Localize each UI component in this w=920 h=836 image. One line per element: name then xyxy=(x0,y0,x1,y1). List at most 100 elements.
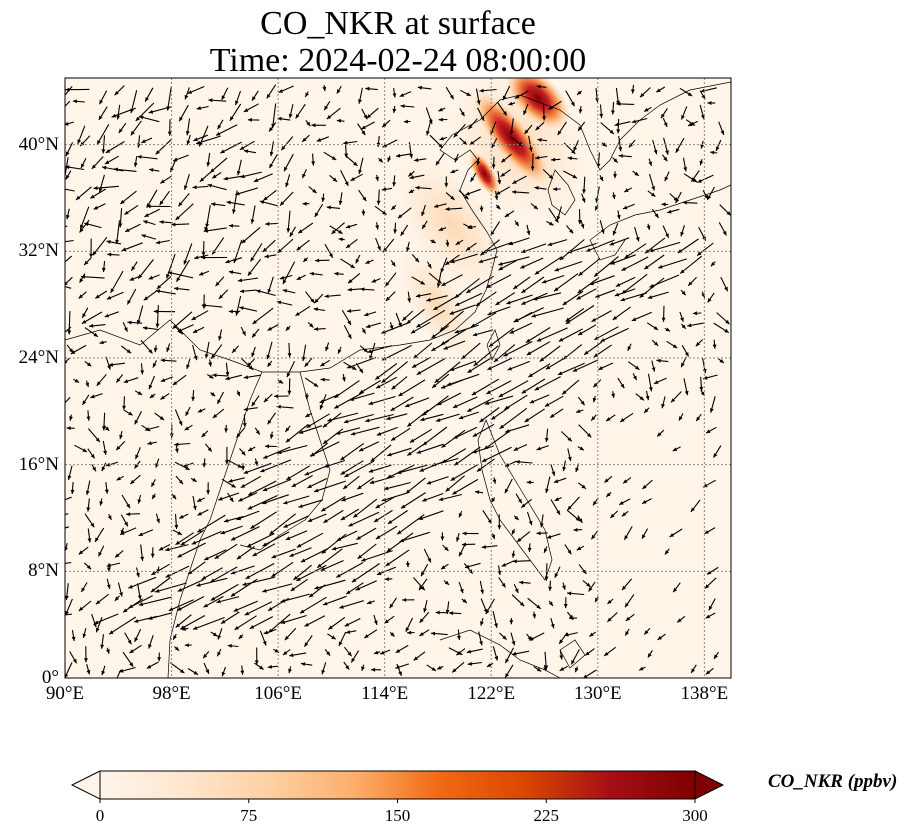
wind-arrow-head xyxy=(580,400,585,406)
wind-arrow-head xyxy=(178,479,183,485)
wind-arrow-head xyxy=(653,341,659,346)
wind-arrow-head xyxy=(221,619,226,624)
wind-arrow-shaft xyxy=(679,255,703,274)
wind-arrow-head xyxy=(512,651,517,656)
wind-arrow-head xyxy=(418,585,423,591)
wind-arrow-head xyxy=(95,600,101,605)
co-plume-core xyxy=(472,90,550,186)
wind-arrow-head xyxy=(347,651,352,657)
wind-arrow-shaft xyxy=(267,613,291,634)
wind-arrow-shaft xyxy=(367,345,393,353)
wind-arrow-shaft xyxy=(400,492,426,509)
wind-arrow-head xyxy=(472,432,478,437)
wind-arrow-head xyxy=(144,213,149,217)
wind-arrow-head xyxy=(82,448,87,452)
wind-arrow-shaft xyxy=(513,307,544,323)
wind-arrow-head xyxy=(687,92,693,96)
wind-arrow-head xyxy=(501,158,506,163)
wind-arrow-head xyxy=(322,423,328,428)
wind-arrow-head xyxy=(580,223,585,229)
wind-arrow-head xyxy=(332,177,338,182)
wind-arrow-head xyxy=(93,186,98,190)
wind-arrow-head xyxy=(487,366,492,370)
wind-arrow-head xyxy=(438,227,444,231)
wind-arrow-head xyxy=(155,150,160,155)
wind-arrow-head xyxy=(512,190,517,194)
wind-arrow-head xyxy=(434,378,440,383)
wind-arrow-head xyxy=(78,294,83,299)
wind-arrow-head xyxy=(211,202,216,207)
wind-arrow-head xyxy=(533,296,538,301)
wind-arrow-shaft xyxy=(128,576,157,589)
wind-arrow-head xyxy=(310,452,315,457)
wind-arrow-head xyxy=(329,253,333,258)
wind-arrow-head xyxy=(616,102,621,106)
wind-arrow-head xyxy=(473,361,478,366)
wind-arrow-head xyxy=(408,189,414,193)
wind-arrow-head xyxy=(642,534,646,539)
wind-arrow-head xyxy=(462,531,467,536)
wind-arrow-head xyxy=(184,426,190,431)
wind-arrow-head xyxy=(114,596,119,601)
wind-arrow-head xyxy=(690,507,695,512)
wind-arrow-head xyxy=(237,464,242,468)
wind-arrow-head xyxy=(370,457,375,462)
wind-arrow-head xyxy=(699,160,704,166)
wind-arrow-head xyxy=(705,670,711,675)
wind-arrow-shaft xyxy=(175,203,194,221)
wind-arrow-head xyxy=(82,633,87,638)
wind-arrow-head xyxy=(298,229,303,234)
wind-arrow-head xyxy=(84,222,89,227)
wind-arrow-head xyxy=(604,478,609,483)
wind-arrow-head xyxy=(250,219,255,224)
wind-arrow-head xyxy=(351,658,356,663)
wind-arrow-shaft xyxy=(65,100,71,108)
wind-arrow-head xyxy=(300,558,306,563)
wind-arrow-head xyxy=(578,126,583,131)
wind-arrow-shaft xyxy=(449,360,477,372)
wind-arrow-head xyxy=(384,577,389,581)
wind-arrow-shaft xyxy=(562,290,584,306)
wind-arrow-shaft xyxy=(283,515,310,528)
wind-arrow-shaft xyxy=(369,475,395,484)
wind-arrow-head xyxy=(314,327,319,331)
wind-arrow-head xyxy=(286,228,291,233)
wind-arrow-head xyxy=(347,320,351,325)
wind-arrow-head xyxy=(644,107,649,112)
wind-arrow-head xyxy=(386,547,392,552)
wind-arrow-shaft xyxy=(269,513,296,536)
wind-arrow-head xyxy=(526,230,531,236)
wind-arrow-head xyxy=(236,170,241,176)
wind-arrow-head xyxy=(362,196,367,202)
wind-arrow-head xyxy=(101,149,106,154)
wind-arrow-shaft xyxy=(65,188,75,192)
wind-arrow-head xyxy=(539,357,545,362)
wind-arrow-head xyxy=(334,271,339,276)
wind-arrow-head xyxy=(433,306,438,310)
wind-arrow-head xyxy=(661,317,666,322)
wind-arrow-shaft xyxy=(381,491,409,502)
wind-arrow-head xyxy=(551,157,556,162)
wind-arrow-head xyxy=(322,86,327,92)
wind-arrow-head xyxy=(639,293,644,298)
lat-tick-label: 8°N xyxy=(28,560,59,582)
wind-arrow-head xyxy=(467,408,472,412)
wind-arrow-head xyxy=(160,358,165,363)
wind-arrow-head xyxy=(678,416,683,421)
wind-arrow-head xyxy=(452,490,457,495)
wind-arrow-head xyxy=(418,516,424,520)
wind-arrow-shaft xyxy=(335,427,361,435)
wind-arrow-head xyxy=(89,253,93,258)
wind-arrow-head xyxy=(121,247,127,252)
wind-arrow-head xyxy=(285,427,290,432)
wind-arrow-head xyxy=(304,362,309,367)
wind-arrow-head xyxy=(235,191,240,196)
wind-arrow-head xyxy=(405,489,411,494)
wind-arrow-head xyxy=(680,269,685,274)
wind-arrow-head xyxy=(155,323,160,328)
wind-arrow-head xyxy=(551,471,556,476)
wind-arrow-head xyxy=(174,286,179,291)
wind-arrow-head xyxy=(218,496,223,501)
wind-arrow-head xyxy=(639,396,644,401)
wind-arrow-head xyxy=(456,651,461,656)
